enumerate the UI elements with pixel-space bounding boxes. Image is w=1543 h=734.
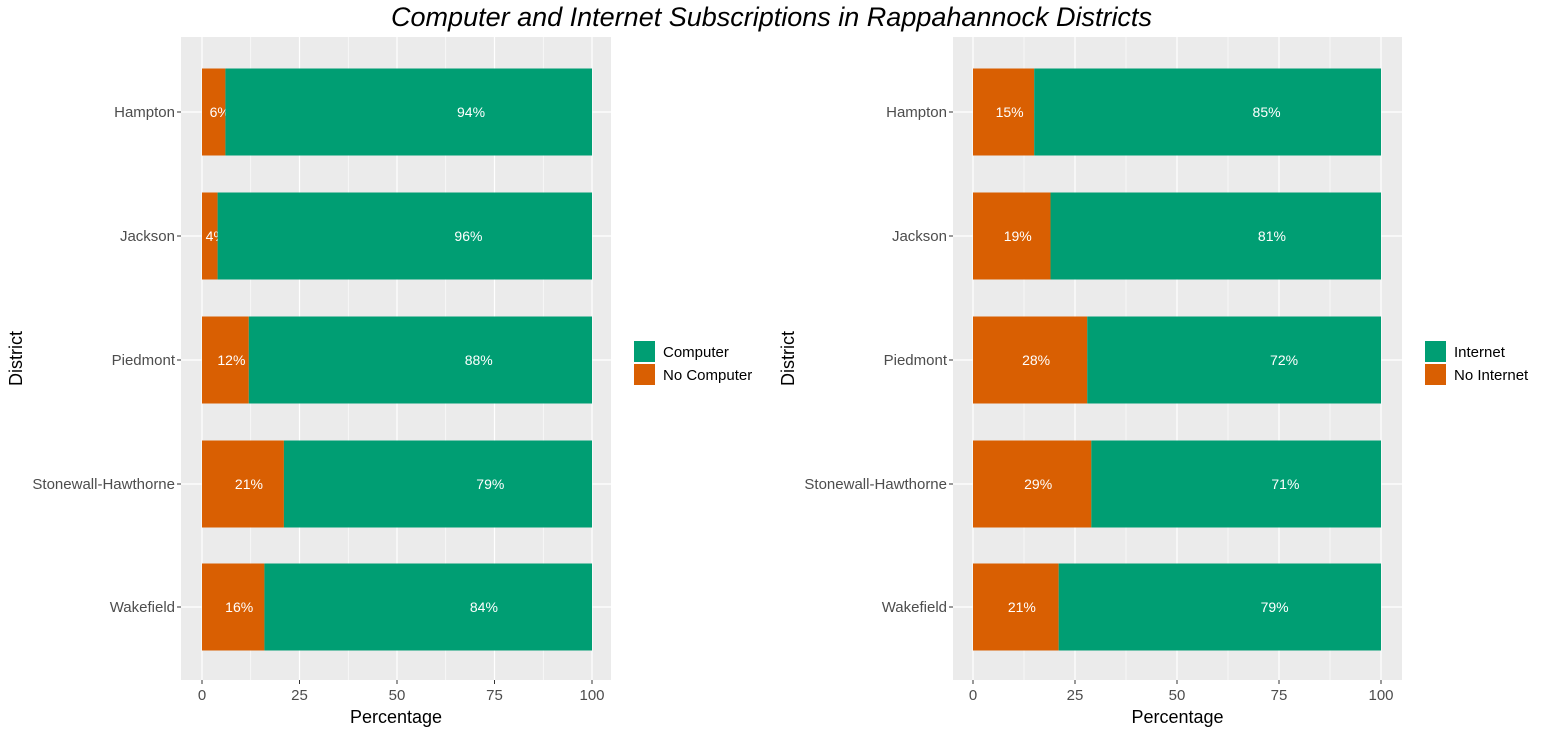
computer-legend-label: No Computer [663, 367, 752, 384]
internet-data-label: 15% [996, 104, 1024, 120]
internet-bar-internet [1058, 563, 1381, 651]
internet-x-tick-label: 75 [1271, 687, 1288, 704]
internet-y-tick-label: Piedmont [884, 352, 948, 369]
internet-data-label: 28% [1022, 352, 1050, 368]
computer-y-axis-title: District [6, 331, 26, 386]
computer-data-label: 84% [470, 599, 498, 615]
computer-bar-computer [264, 563, 592, 651]
computer-bar-no-computer [202, 192, 218, 280]
computer-bar-computer [248, 316, 593, 404]
internet-bar-internet [1034, 68, 1381, 156]
internet-y-tick-label: Stonewall-Hawthorne [804, 476, 947, 493]
internet-data-label: 19% [1004, 228, 1032, 244]
internet-legend-key-no-internet [1425, 364, 1446, 385]
computer-data-label: 16% [225, 599, 253, 615]
computer-x-tick-label: 100 [579, 687, 604, 704]
internet-data-label: 81% [1258, 228, 1286, 244]
internet-y-axis-title: District [778, 331, 798, 386]
internet-bar-internet [1050, 192, 1381, 280]
computer-data-label: 96% [454, 228, 482, 244]
internet-bar-no-internet [973, 192, 1051, 280]
computer-y-tick-label: Stonewall-Hawthorne [32, 476, 175, 493]
internet-data-label: 85% [1253, 104, 1281, 120]
chart-title: Computer and Internet Subscriptions in R… [391, 2, 1152, 32]
internet-legend-key-internet [1425, 341, 1446, 362]
computer-data-label: 6% [210, 104, 230, 120]
internet-x-tick-label: 0 [969, 687, 977, 704]
internet-bar-no-internet [973, 440, 1092, 528]
computer-data-label: 79% [476, 476, 504, 492]
internet-y-tick-label: Hampton [886, 104, 947, 121]
computer-data-label: 94% [457, 104, 485, 120]
internet-y-tick-label: Jackson [892, 228, 947, 245]
computer-bar-no-computer [202, 440, 284, 528]
internet-legend-label: Internet [1454, 344, 1506, 361]
internet-legend-label: No Internet [1454, 367, 1529, 384]
internet-data-label: 29% [1024, 476, 1052, 492]
computer-x-tick-label: 25 [291, 687, 308, 704]
internet-x-axis-title: Percentage [1131, 707, 1223, 727]
computer-x-axis-title: Percentage [350, 707, 442, 727]
internet-data-label: 21% [1008, 599, 1036, 615]
computer-x-tick-label: 0 [198, 687, 206, 704]
computer-y-tick-label: Jackson [120, 228, 175, 245]
internet-bar-no-internet [973, 68, 1035, 156]
computer-x-tick-label: 50 [389, 687, 406, 704]
computer-y-tick-label: Hampton [114, 104, 175, 121]
internet-data-label: 71% [1271, 476, 1299, 492]
internet-data-label: 79% [1261, 599, 1289, 615]
computer-bar-no-computer [202, 563, 265, 651]
computer-data-label: 12% [217, 352, 245, 368]
computer-data-label: 21% [235, 476, 263, 492]
computer-bar-computer [217, 192, 592, 280]
internet-bar-internet [1091, 440, 1381, 528]
computer-x-tick-label: 75 [486, 687, 503, 704]
internet-y-tick-label: Wakefield [882, 599, 947, 616]
computer-y-tick-label: Piedmont [112, 352, 176, 369]
internet-data-label: 72% [1270, 352, 1298, 368]
computer-bar-computer [283, 440, 592, 528]
internet-bar-no-internet [973, 316, 1088, 404]
internet-bar-internet [1087, 316, 1381, 404]
computer-bar-no-computer [202, 316, 249, 404]
computer-data-label: 88% [465, 352, 493, 368]
internet-x-tick-label: 50 [1169, 687, 1186, 704]
computer-legend-label: Computer [663, 344, 729, 361]
computer-legend-key-no-computer [634, 364, 655, 385]
computer-y-tick-label: Wakefield [110, 599, 175, 616]
internet-bar-no-internet [973, 563, 1059, 651]
computer-bar-no-computer [202, 68, 226, 156]
internet-x-tick-label: 100 [1368, 687, 1393, 704]
computer-bar-computer [225, 68, 592, 156]
internet-x-tick-label: 25 [1067, 687, 1084, 704]
computer-legend-key-computer [634, 341, 655, 362]
